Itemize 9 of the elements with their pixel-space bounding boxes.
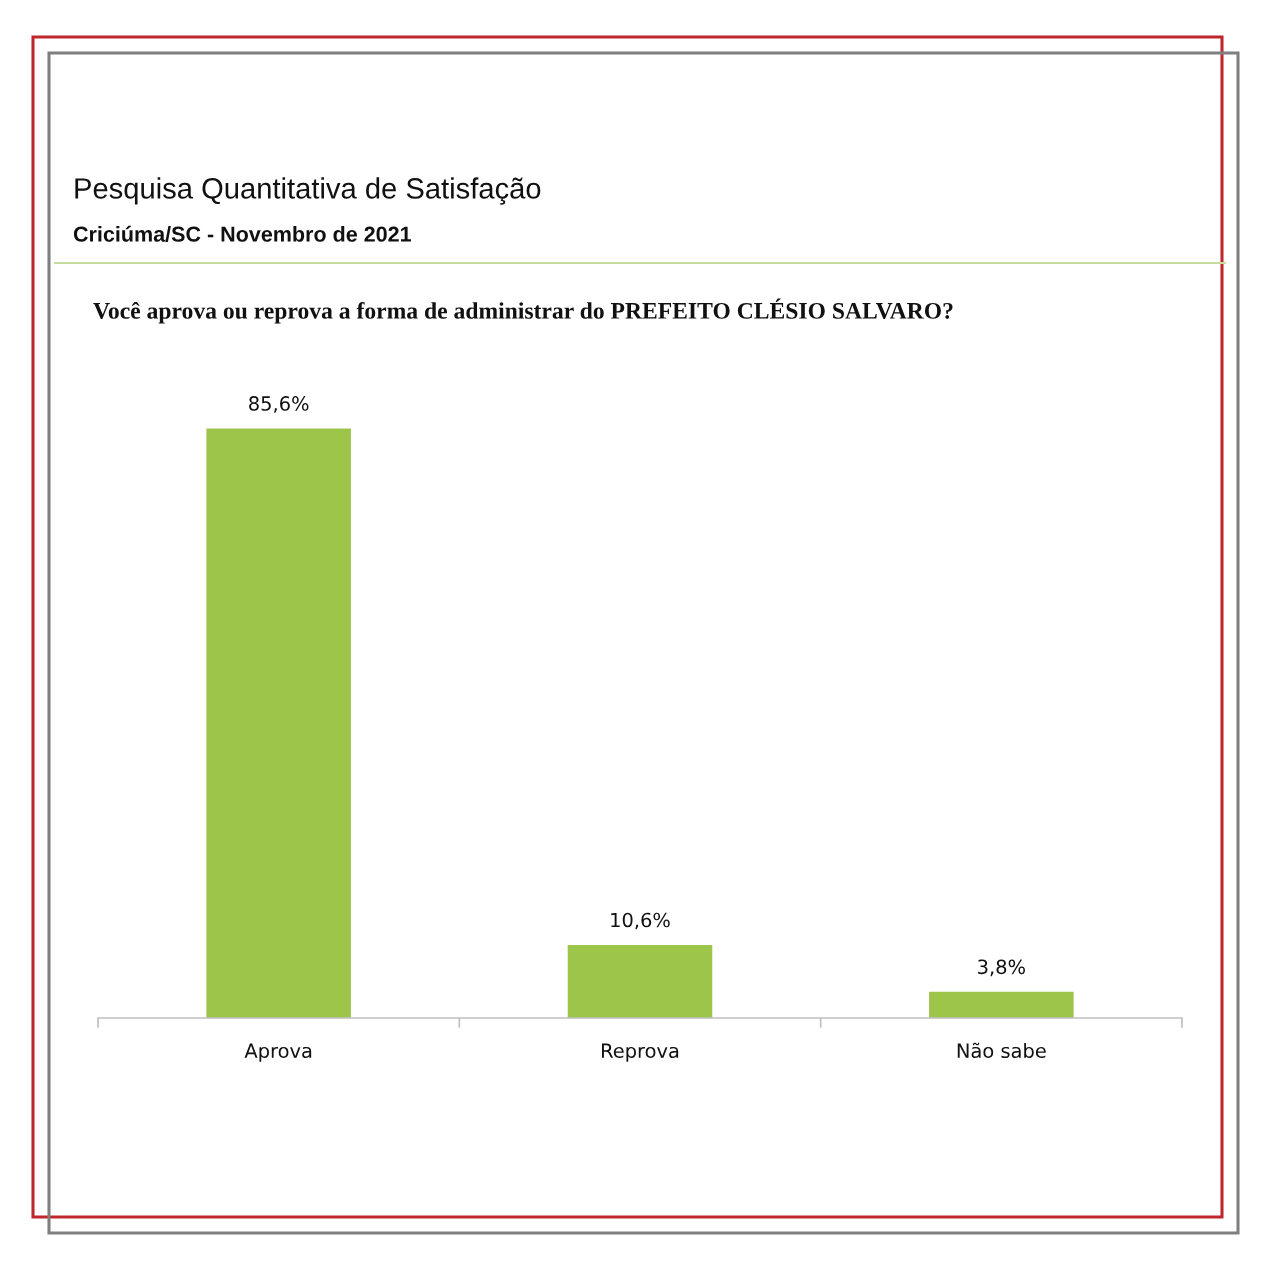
text: Você aprova ou reprova a forma de administrar do PREFEITO CLÉSIO SALVARO? [93, 298, 953, 324]
x-tick-label: Aprova [244, 1043, 312, 1062]
data-label: 3,8% [978, 959, 1025, 977]
chart-subtitle: Criciúma/SC - Novembro de 2021 [73, 225, 411, 242]
data-label: 85,6% [249, 396, 309, 413]
x-tick-label: Não sabe [957, 1042, 1046, 1059]
chart-title: Pesquisa Quantitativa de Satisfação [75, 177, 541, 205]
data-label: 10,6% [611, 912, 670, 930]
x-tick-label: Reprova [602, 1043, 679, 1062]
